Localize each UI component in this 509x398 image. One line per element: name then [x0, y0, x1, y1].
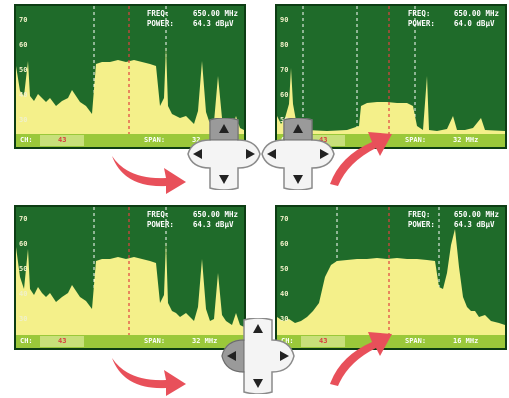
tick-label: 40: [19, 290, 28, 298]
spectrum-screen-top-right: 90 80 70 60 50 FREQ:650.00 MHz POWER:64.…: [275, 4, 507, 149]
tick-label: 60: [19, 240, 28, 248]
channel-value: 43: [40, 135, 85, 146]
channel-value: 43: [301, 135, 346, 146]
freq-label: FREQ:: [146, 210, 170, 219]
power-label: POWER:: [146, 220, 174, 229]
span-label: SPAN:: [405, 136, 427, 144]
y-axis-ticks: 70 60 50 40 30: [280, 207, 304, 348]
span-value: 16 MHz: [453, 337, 479, 345]
power-value: 64.3 dBµV: [192, 19, 234, 28]
spectrum-trace: [277, 207, 505, 335]
span-value: 32 MHz: [453, 136, 479, 144]
power-value: 64.3 dBµV: [453, 220, 495, 229]
tick-label: 30: [19, 315, 28, 323]
channel-label: CH:: [20, 337, 33, 345]
tick-label: 40: [19, 91, 28, 99]
freq-value: 650.00 MHz: [453, 210, 499, 219]
channel-label: CH:: [281, 337, 294, 345]
freq-label: FREQ:: [146, 9, 170, 18]
power-label: POWER:: [407, 19, 435, 28]
tick-label: 80: [280, 41, 289, 49]
channel-value: 43: [40, 336, 85, 347]
tick-label: 70: [280, 66, 289, 74]
freq-label: FREQ:: [407, 9, 431, 18]
measurement-readout: FREQ: 650.00 MHz POWER: 64.0 dBµV: [408, 9, 499, 29]
tick-label: 60: [280, 240, 289, 248]
curved-arrow-icon: [112, 156, 186, 194]
span-label: SPAN:: [405, 337, 427, 345]
dpad-left-pressed-icon[interactable]: [220, 318, 296, 394]
power-value: 64.3 dBµV: [192, 220, 234, 229]
tick-label: 50: [19, 265, 28, 273]
tick-label: 70: [280, 215, 289, 223]
tick-label: 30: [280, 315, 289, 323]
span-value: 32 MHz: [192, 337, 218, 345]
tick-label: 60: [280, 91, 289, 99]
tick-label: 30: [19, 116, 28, 124]
tick-label: 40: [280, 290, 289, 298]
freq-label: FREQ:: [407, 210, 431, 219]
power-label: POWER:: [407, 220, 435, 229]
freq-value: 650.00 MHz: [192, 210, 238, 219]
tick-label: 60: [19, 41, 28, 49]
spectrum-fill: [16, 46, 244, 134]
freq-value: 650.00 MHz: [453, 9, 499, 18]
curved-arrow-icon: [112, 358, 186, 396]
spectrum-screen-bottom-right: 70 60 50 40 30 FREQ: 650.00 MHz POWER: 64.…: [275, 205, 507, 350]
spectrum-fill: [277, 229, 505, 335]
y-axis-ticks: 70 60 50 40 30: [19, 207, 43, 348]
power-value: 64.0 dBµV: [453, 19, 495, 28]
freq-value: 650.00 MHz: [192, 9, 238, 18]
tick-label: 90: [280, 16, 289, 24]
y-axis-ticks: 70 60 50 40 30: [19, 6, 43, 147]
spectrum-fill: [16, 241, 244, 335]
measurement-readout: FREQ: 650.00 MHz POWER: 64.3 dBµV: [147, 210, 238, 230]
channel-label: CH:: [20, 136, 33, 144]
span-value: 32: [192, 136, 201, 144]
span-label: SPAN:: [144, 136, 166, 144]
dpad-up-pressed-icon[interactable]: [186, 118, 262, 190]
spectrum-screen-bottom-left: 70 60 50 40 30 FREQ: 650.00 MHz POWER: 64.…: [14, 205, 246, 350]
span-label: SPAN:: [144, 337, 166, 345]
spectrum-screen-top-left: 70 60 50 40 30 FREQ: 650.00 MHz POWER: 64.…: [14, 4, 246, 149]
status-bar: CH: 43 SPAN: 16 MHz: [277, 335, 505, 348]
curved-arrow-icon: [330, 132, 392, 186]
spectrum-trace: [16, 207, 244, 335]
status-bar: CH: 43 SPAN: 32 MHz: [16, 335, 244, 348]
tick-label: 50: [280, 265, 289, 273]
power-label: POWER:: [146, 19, 174, 28]
channel-value: 43: [301, 336, 346, 347]
spectrum-trace: [16, 6, 244, 134]
tick-label: 50: [19, 66, 28, 74]
tick-label: 70: [19, 16, 28, 24]
tick-label: 70: [19, 215, 28, 223]
status-bar: CH: 43 SPAN: 32: [16, 134, 244, 147]
dpad-up-pressed-icon[interactable]: [260, 118, 336, 190]
measurement-readout: FREQ: 650.00 MHz POWER: 64.3 dBµV: [147, 9, 238, 29]
curved-arrow-icon: [330, 332, 392, 386]
measurement-readout: FREQ: 650.00 MHz POWER: 64.3 dBµV: [408, 210, 499, 230]
